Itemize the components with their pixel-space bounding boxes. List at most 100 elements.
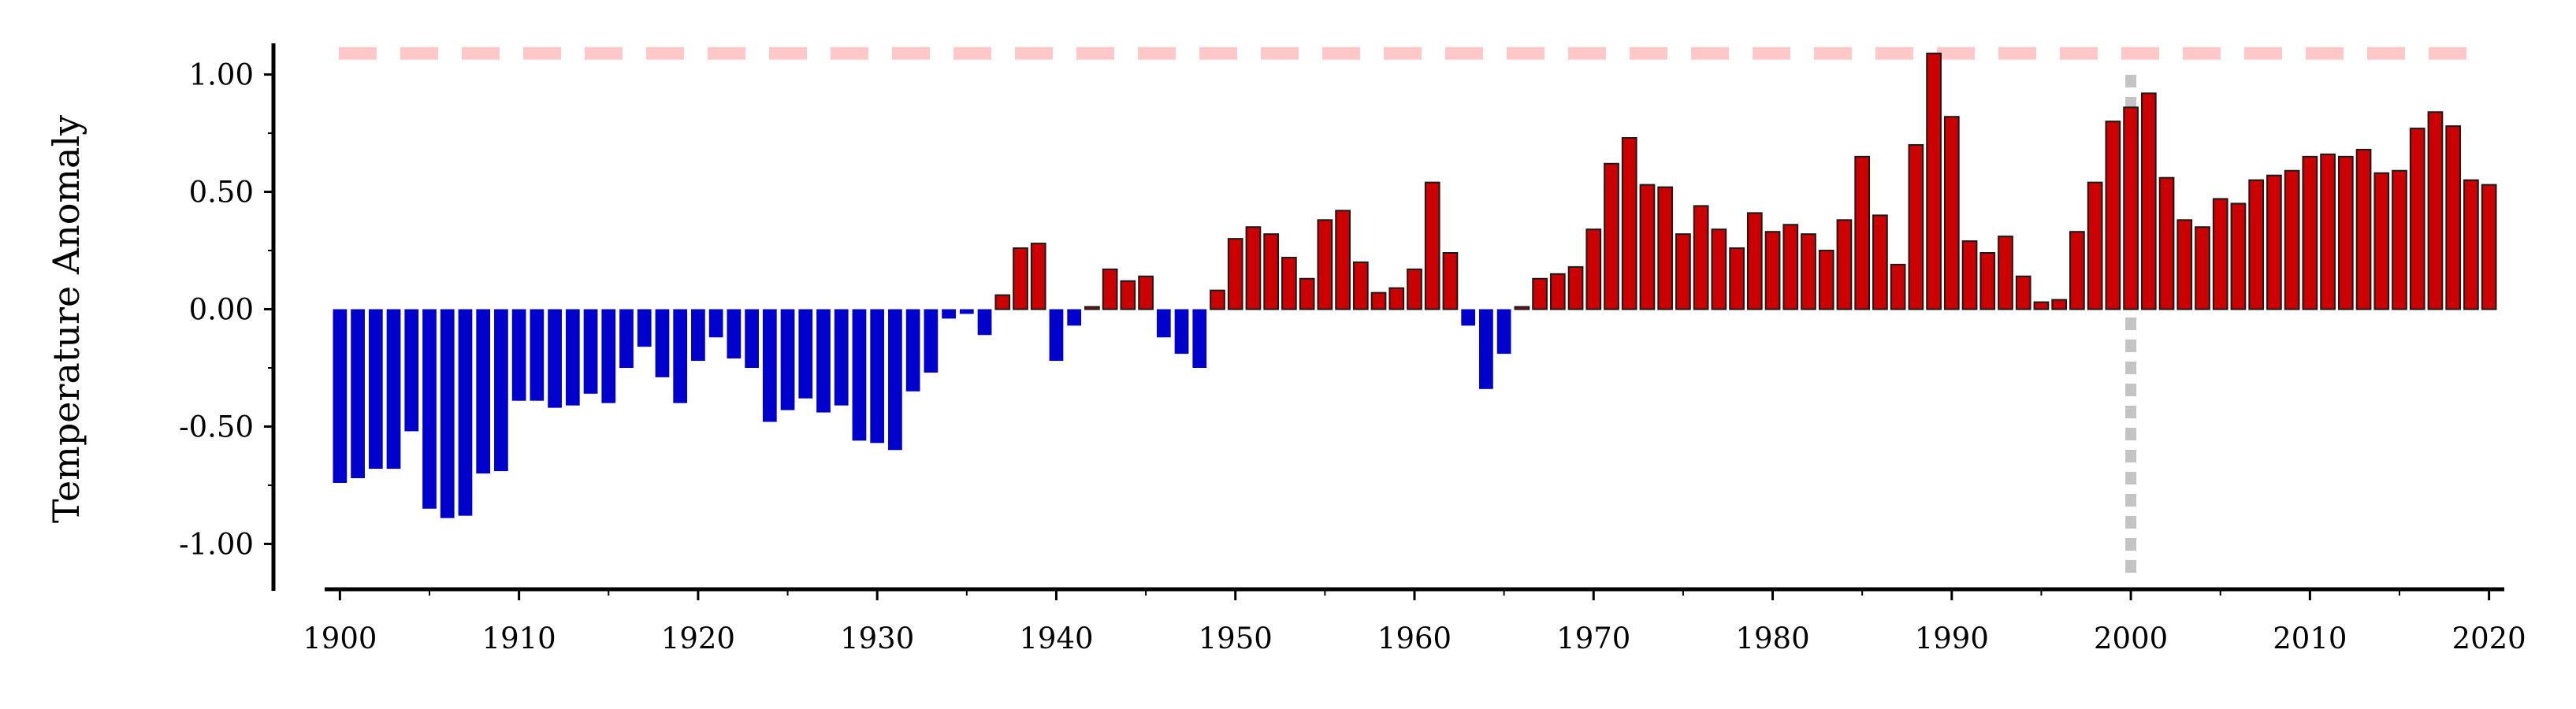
bar-1923 [745, 309, 759, 368]
bar-2011 [2320, 153, 2336, 310]
bar-1901 [351, 309, 365, 478]
bar-1971 [1604, 162, 1619, 310]
bar-1986 [1872, 214, 1888, 310]
bar-1920 [691, 309, 705, 362]
bar-1919 [673, 309, 688, 403]
bar-2005 [2212, 198, 2228, 310]
bars [333, 52, 2497, 518]
bar-2006 [2230, 202, 2247, 310]
bar-1989 [1926, 52, 1942, 310]
bar-1993 [1998, 236, 2013, 310]
bar-1924 [762, 309, 777, 422]
bar-1905 [422, 309, 437, 509]
bar-1980 [1764, 231, 1781, 310]
bar-1926 [798, 309, 813, 399]
bar-1950 [1227, 238, 1243, 310]
bar-1979 [1746, 212, 1763, 310]
bar-1936 [977, 309, 992, 336]
bar-1968 [1549, 273, 1566, 310]
bar-2012 [2337, 155, 2354, 310]
x-tick-label: 1920 [661, 622, 735, 655]
bar-1961 [1424, 181, 1440, 310]
bar-1939 [1030, 243, 1046, 310]
bar-1970 [1585, 228, 1602, 310]
y-tick-label: 1.00 [189, 58, 254, 92]
bar-1940 [1049, 309, 1064, 362]
bar-1996 [2051, 299, 2068, 310]
bar-2020 [2481, 184, 2497, 310]
bar-1941 [1067, 309, 1082, 326]
reference-lines [339, 46, 2486, 580]
bar-2015 [2392, 169, 2407, 310]
bar-1954 [1299, 277, 1315, 310]
bar-1918 [655, 309, 670, 377]
bar-1942 [1084, 306, 1100, 310]
bar-2010 [2302, 155, 2318, 310]
bar-1943 [1102, 268, 1118, 310]
bar-1925 [780, 309, 795, 410]
bar-1953 [1281, 256, 1297, 310]
x-tick-label: 1940 [1019, 622, 1093, 655]
bar-1994 [2015, 275, 2031, 310]
bar-2014 [2373, 172, 2390, 310]
bar-1910 [511, 309, 526, 401]
x-tick-label: 1910 [482, 622, 556, 655]
bar-1983 [1818, 250, 1834, 310]
y-tick-label: -0.50 [179, 410, 254, 444]
y-axis-title: Temperature Anomaly [45, 115, 87, 523]
bar-1945 [1138, 275, 1154, 310]
bar-1959 [1388, 287, 1405, 310]
bar-1998 [2087, 181, 2103, 310]
bar-2002 [2158, 176, 2175, 310]
bar-1912 [548, 309, 562, 408]
bar-1929 [852, 309, 867, 441]
x-tick-label: 1930 [840, 622, 914, 655]
bar-1976 [1693, 205, 1709, 310]
x-tick-label: 1950 [1199, 622, 1273, 655]
bar-1947 [1174, 309, 1189, 354]
bar-1937 [994, 294, 1011, 310]
bar-1981 [1782, 224, 1799, 310]
x-tick-label: 1900 [303, 622, 377, 655]
bar-2018 [2445, 125, 2462, 310]
bar-1997 [2069, 231, 2085, 310]
x-tick-label: 1960 [1377, 622, 1452, 655]
bar-1956 [1335, 210, 1351, 310]
bar-1932 [905, 309, 920, 392]
bar-1938 [1013, 247, 1028, 310]
bar-2003 [2176, 219, 2193, 310]
bar-2019 [2463, 179, 2479, 310]
bar-1977 [1711, 228, 1727, 310]
bar-1964 [1479, 309, 1493, 389]
bar-1946 [1156, 309, 1171, 338]
bar-1928 [834, 309, 849, 406]
bar-1933 [924, 309, 939, 373]
bar-1930 [870, 309, 885, 444]
bar-1935 [959, 309, 974, 314]
x-tick-label: 2020 [2452, 622, 2526, 655]
bar-1934 [942, 309, 956, 319]
bar-1967 [1532, 277, 1548, 310]
y-tick-label: 0.00 [189, 293, 254, 327]
bar-1984 [1836, 219, 1853, 310]
bar-1951 [1245, 226, 1262, 310]
bar-1907 [458, 309, 473, 516]
bar-2013 [2355, 148, 2372, 310]
bar-1908 [476, 309, 491, 474]
bar-1972 [1621, 137, 1637, 310]
bar-1982 [1801, 233, 1816, 310]
bar-1987 [1890, 263, 1906, 310]
bar-1957 [1352, 261, 1369, 310]
bar-1974 [1657, 186, 1674, 310]
bar-2017 [2427, 111, 2444, 310]
bar-1900 [333, 309, 348, 483]
bar-1911 [530, 309, 545, 401]
bar-2007 [2248, 179, 2265, 310]
bar-1965 [1496, 309, 1511, 354]
bar-1966 [1514, 306, 1530, 310]
x-tick-label: 2000 [2094, 622, 2168, 655]
bar-1902 [368, 309, 383, 470]
x-tick-label: 1990 [1915, 622, 1989, 655]
bar-1962 [1442, 252, 1459, 310]
bar-2016 [2409, 128, 2425, 310]
